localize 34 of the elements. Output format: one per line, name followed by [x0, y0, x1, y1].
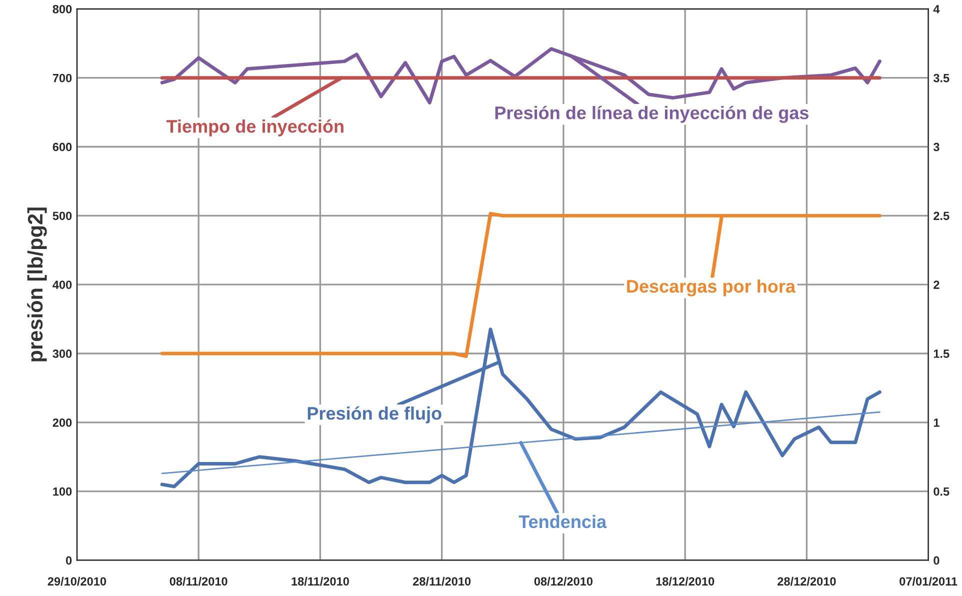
y-tick-label: 200: [52, 418, 72, 427]
text: Descargas por hora: [627, 279, 796, 296]
y2-tick-label: 3.5: [933, 74, 950, 82]
y-tick-label: 700: [52, 74, 72, 82]
y2-tick-label: 3: [933, 142, 940, 152]
legend-label: Tiempo de inyección: [166, 119, 344, 136]
line-series: [160, 328, 882, 488]
y2-tick-label: 0.5: [934, 487, 950, 496]
text: Tendencia: [518, 514, 607, 528]
line-series: [160, 212, 882, 358]
y-axis-title: presión [lb/pg2]: [27, 208, 47, 362]
series-label: Presión de flujo: [308, 406, 442, 424]
x-tick-label: 08/11/2010: [170, 576, 228, 586]
x-tick-label: 28/12/2010: [778, 576, 836, 586]
series-label: Presión de línea de inyección de gas: [495, 106, 808, 123]
x-tick-label: 07/01/2011: [900, 576, 958, 586]
y2-tick-label: 2: [934, 280, 940, 289]
y-tick-label: 300: [52, 350, 72, 358]
y2-tick-label: 2.5: [934, 212, 950, 220]
y2-tick-label: 1.5: [934, 350, 950, 358]
y-tick-label: 0: [66, 556, 72, 565]
x-tick-label: 08/12/2010: [534, 576, 593, 586]
x-tick-label: 28/11/2010: [413, 576, 471, 586]
y-tick-label: 800: [52, 4, 72, 14]
y-tick-label: 500: [52, 212, 72, 220]
y2-tick-label: 4: [933, 5, 940, 14]
y-tick-label: 100: [53, 487, 72, 496]
y2-tick-label: 0: [934, 556, 940, 565]
y2-tick-label: 1: [934, 418, 940, 427]
x-tick-label: 29/10/2010: [48, 576, 106, 586]
y-tick-label: 600: [52, 142, 72, 152]
x-tick-label: 18/11/2010: [292, 576, 349, 586]
y-tick-label: 400: [52, 280, 72, 289]
x-tick-label: 18/12/2010: [656, 576, 714, 586]
